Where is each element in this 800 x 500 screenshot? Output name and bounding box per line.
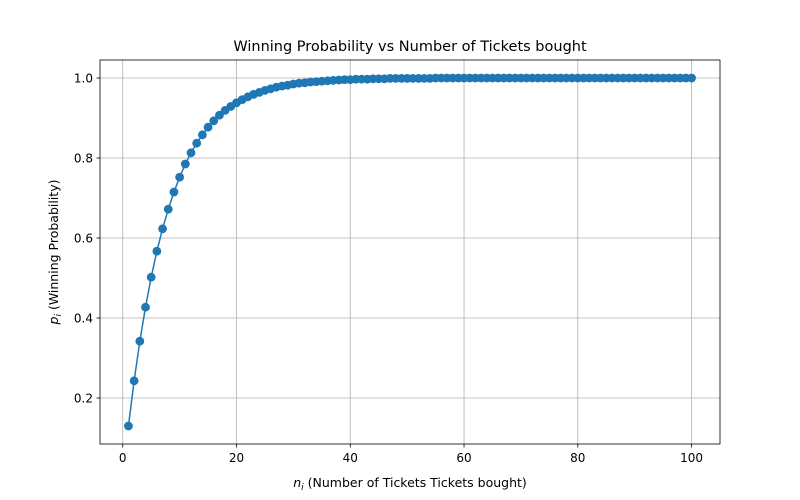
x-tick-label: 0 (119, 451, 127, 465)
y-axis-label-sub: i (54, 314, 64, 317)
y-tick-label: 0.4 (74, 311, 93, 325)
y-tick-label: 0.2 (74, 391, 93, 405)
x-axis-label-text: (Number of Tickets Tickets bought) (304, 475, 527, 490)
x-tick-label: 80 (570, 451, 585, 465)
y-axis-label-var: p (46, 316, 61, 325)
data-point (129, 376, 139, 386)
data-point (163, 204, 173, 214)
plot-frame (99, 59, 721, 445)
y-tick-label: 1.0 (74, 71, 93, 85)
chart-title: Winning Probability vs Number of Tickets… (233, 39, 587, 55)
x-tick-label: 100 (680, 451, 703, 465)
data-point (192, 138, 202, 148)
x-axis-label-sub: i (301, 483, 304, 493)
x-axis-label-var: n (293, 475, 301, 490)
data-point (180, 159, 190, 169)
y-axis-label: pi (Winning Probability) (46, 180, 64, 326)
y-tick-label: 0.6 (74, 231, 93, 245)
data-point (152, 246, 162, 256)
data-point (197, 130, 207, 140)
y-tick-label: 0.8 (74, 151, 93, 165)
data-point (209, 116, 219, 126)
data-point (124, 421, 133, 431)
data-point (135, 336, 145, 346)
x-tick-label: 20 (229, 451, 244, 465)
data-point (186, 148, 196, 158)
data-point (141, 302, 150, 312)
y-axis-label-text: (Winning Probability) (46, 180, 61, 315)
data-point (146, 272, 156, 282)
series-layer (124, 73, 696, 431)
data-point (203, 122, 213, 132)
axis-ticks: 0 20 40 60 80 100 0.2 0.4 0.6 0.8 1.0 (74, 71, 703, 465)
data-point (687, 73, 696, 83)
series-line (127, 77, 692, 427)
x-axis-label: ni (Number of Tickets Tickets bought) (293, 475, 527, 493)
grid (100, 60, 720, 444)
data-point (158, 224, 167, 234)
x-tick-label: 40 (343, 451, 358, 465)
data-point (169, 187, 179, 197)
x-tick-label: 60 (456, 451, 471, 465)
data-point (175, 172, 185, 182)
